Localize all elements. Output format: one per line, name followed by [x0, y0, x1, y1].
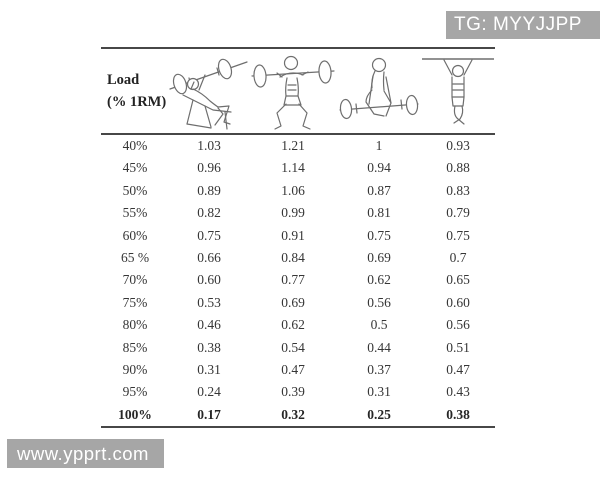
velocity-cell: 0.54: [281, 339, 305, 355]
load-cell: 80%: [122, 317, 148, 333]
load-cell: 55%: [122, 205, 148, 221]
column-header-deadlift: [337, 48, 421, 134]
velocity-cell: 0.88: [446, 160, 470, 176]
velocity-cell: 0.94: [367, 160, 391, 176]
load-cell: 45%: [122, 160, 148, 176]
table-row: 70% 0.60 0.77 0.62 0.65: [101, 269, 495, 291]
load-cell: 60%: [122, 227, 148, 243]
table-row: 75% 0.53 0.69 0.56 0.60: [101, 292, 495, 314]
velocity-cell: 1: [375, 138, 383, 153]
header-row: Load (% 1RM): [101, 48, 495, 134]
table-row: 55% 0.82 0.99 0.81 0.79: [101, 202, 495, 224]
velocity-cell: 0.75: [197, 227, 221, 243]
velocity-cell: 0.62: [281, 317, 305, 333]
table-row: 40% 1.03 1.21 1 0.93: [101, 134, 495, 157]
table-row: 50% 0.89 1.06 0.87 0.83: [101, 180, 495, 202]
load-cell: 70%: [122, 272, 148, 288]
load-cell: 40%: [122, 138, 148, 153]
velocity-cell: 0.38: [446, 406, 470, 422]
velocity-cell: 0.84: [281, 250, 305, 266]
velocity-cell: 0.87: [367, 182, 391, 198]
velocity-cell: 1.03: [197, 138, 221, 153]
barbell-squat-icon: [251, 55, 335, 130]
velocity-cell: 0.62: [367, 272, 391, 288]
table-row: 90% 0.31 0.47 0.37 0.47: [101, 359, 495, 381]
velocity-cell: 0.47: [281, 362, 305, 378]
velocity-cell: 0.65: [446, 272, 470, 288]
velocity-cell: 0.5: [370, 317, 388, 333]
load-cell: 65 %: [120, 250, 150, 266]
velocity-cell: 0.43: [446, 384, 470, 400]
velocity-cell: 0.38: [197, 339, 221, 355]
velocity-cell: 0.46: [197, 317, 221, 333]
velocity-cell: 0.99: [281, 205, 305, 221]
table-row: 95% 0.24 0.39 0.31 0.43: [101, 381, 495, 403]
table-row: 80% 0.46 0.62 0.5 0.56: [101, 314, 495, 336]
load-header-cell: Load (% 1RM): [101, 48, 169, 134]
velocity-cell: 0.44: [367, 339, 391, 355]
table-row: 85% 0.38 0.54 0.44 0.51: [101, 337, 495, 359]
velocity-cell: 0.24: [197, 384, 221, 400]
velocity-cell: 0.75: [446, 227, 470, 243]
velocity-cell: 0.89: [197, 182, 221, 198]
velocity-cell: 0.53: [197, 294, 221, 310]
table-row: 100% 0.17 0.32 0.25 0.38: [101, 404, 495, 427]
velocity-cell: 0.47: [446, 362, 470, 378]
velocity-cell: 1.14: [281, 160, 305, 176]
velocity-cell: 0.39: [281, 384, 305, 400]
velocity-cell: 0.75: [367, 227, 391, 243]
load-velocity-table-wrap: Load (% 1RM): [101, 47, 495, 429]
velocity-cell: 0.93: [446, 138, 470, 153]
incline-bench-press-icon: [169, 58, 248, 130]
load-label-line1: Load: [107, 71, 140, 88]
load-cell: 100%: [118, 406, 152, 422]
velocity-cell: 0.31: [197, 362, 221, 378]
column-header-bench-press: [169, 48, 249, 134]
velocity-cell: 0.37: [367, 362, 391, 378]
velocity-cell: 0.96: [197, 160, 221, 176]
velocity-cell: 0.25: [367, 406, 391, 422]
velocity-cell: 0.82: [197, 205, 221, 221]
column-header-pull-up: [421, 48, 495, 134]
load-label-line2: (% 1RM): [107, 94, 167, 110]
velocity-cell: 0.69: [367, 250, 391, 266]
velocity-cell: 0.17: [197, 406, 221, 422]
velocity-cell: 0.77: [281, 272, 305, 288]
deadlift-icon: [339, 57, 419, 120]
velocity-cell: 0.79: [446, 205, 470, 221]
velocity-cell: 0.81: [367, 205, 391, 221]
load-cell: 85%: [122, 339, 148, 355]
velocity-cell: 0.31: [367, 384, 391, 400]
velocity-cell: 0.60: [446, 294, 470, 310]
velocity-cell: 0.66: [197, 250, 221, 266]
velocity-cell: 0.91: [281, 227, 305, 243]
watermark-telegram: TG: MYYJJPP: [446, 11, 600, 39]
table-row: 65 % 0.66 0.84 0.69 0.7: [101, 247, 495, 269]
velocity-cell: 0.51: [446, 339, 470, 355]
velocity-cell: 0.56: [367, 294, 391, 310]
velocity-cell: 0.32: [281, 406, 305, 422]
velocity-cell: 1.06: [281, 182, 305, 198]
velocity-cell: 0.83: [446, 182, 470, 198]
pull-up-icon: [422, 58, 494, 125]
load-cell: 75%: [122, 294, 148, 310]
load-velocity-table: Load (% 1RM): [101, 47, 495, 429]
velocity-cell: 0.69: [281, 294, 305, 310]
velocity-cell: 0.56: [446, 317, 470, 333]
velocity-cell: 0.60: [197, 272, 221, 288]
load-cell: 95%: [122, 384, 148, 400]
table-row: 60% 0.75 0.91 0.75 0.75: [101, 225, 495, 247]
column-header-squat: [249, 48, 337, 134]
watermark-website: www.ypprt.com: [7, 439, 164, 468]
velocity-cell: 1.21: [281, 138, 305, 153]
load-cell: 50%: [122, 182, 148, 198]
velocity-cell: 0.7: [449, 250, 467, 266]
table-body: 40% 1.03 1.21 1 0.93 45% 0.96 1.14 0.94 0.88 50% 0.…: [101, 134, 495, 427]
table-row: 45% 0.96 1.14 0.94 0.88: [101, 157, 495, 179]
load-cell: 90%: [122, 362, 148, 378]
